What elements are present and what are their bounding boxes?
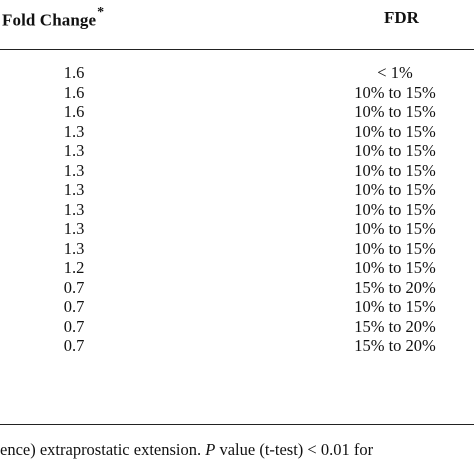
cell-fdr: 10% to 15% [354,102,436,121]
cell-fdr: 10% to 15% [354,297,436,316]
table-body: 1.6 < 1% 1.6 10% to 15% 1.6 10% to 15% 1.3 10% … [0,63,474,356]
table-row: 1.3 10% to 15% [0,180,474,200]
table-header: Fold Change* FDR [0,2,474,42]
cell-fold-change: 1.3 [63,238,85,258]
cell-fold-change: 1.3 [63,180,85,199]
cell-fold-change: 1.6 [63,82,85,102]
table-row: 1.6 10% to 15% [0,83,474,103]
cell-fold-change: 1.3 [63,121,85,141]
cell-fold-change: 0.7 [63,277,85,297]
cell-fold-change: 1.3 [63,219,85,238]
footnote-text-end: value (t-test) < 0.01 for [215,440,374,459]
cell-fold-change: 1.2 [63,258,85,277]
cell-fdr: 15% to 20% [354,336,436,355]
table-row: 1.3 10% to 15% [0,239,474,259]
table-row: 1.6 < 1% [0,63,474,83]
cell-fold-change: 0.7 [63,297,85,316]
table-row: 1.3 10% to 15% [0,122,474,142]
bottom-rule [0,424,474,425]
cell-fold-change: 1.3 [63,141,85,160]
cell-fdr: 10% to 15% [354,82,436,102]
cell-fold-change: 0.7 [63,336,85,355]
table-row: 1.6 10% to 15% [0,102,474,122]
table-row: 1.3 10% to 15% [0,200,474,220]
cell-fdr: 10% to 15% [354,121,436,141]
cell-fold-change: 0.7 [63,316,85,336]
footnote-text-start: ence) extraprostatic extension. [0,440,206,459]
table-row: 1.2 10% to 15% [0,258,474,278]
table-row: 0.7 15% to 20% [0,278,474,298]
header-fold-change-label: Fold Change [2,10,97,30]
cell-fdr: 10% to 15% [354,141,436,160]
footnote-italic-p: P [205,440,216,459]
cell-fold-change: 1.6 [63,102,85,121]
cell-fdr: 15% to 20% [354,277,436,297]
cell-fdr: 10% to 15% [354,180,436,199]
table-row: 1.3 10% to 15% [0,141,474,161]
header-fold-change-footnote-mark: * [97,5,105,20]
table-row: 1.3 10% to 15% [0,219,474,239]
cell-fdr: 10% to 15% [354,258,436,277]
table-footnote: ence) extraprostatic extension. P value … [0,440,373,460]
table-row: 0.7 15% to 20% [0,336,474,356]
cell-fdr: 10% to 15% [354,219,436,238]
cell-fdr: < 1% [377,63,413,82]
table-row: 1.3 10% to 15% [0,161,474,181]
table-row: 0.7 10% to 15% [0,297,474,317]
header-fold-change: Fold Change* [2,5,105,31]
header-fdr: FDR [384,8,419,27]
cell-fdr: 10% to 15% [354,199,436,219]
cell-fold-change: 1.3 [63,160,85,180]
cell-fdr: 10% to 15% [354,238,436,258]
cell-fdr: 10% to 15% [354,160,436,180]
cell-fold-change: 1.6 [63,63,85,82]
header-rule [0,49,474,50]
cell-fold-change: 1.3 [63,199,85,219]
cell-fdr: 15% to 20% [354,316,436,336]
table-row: 0.7 15% to 20% [0,317,474,337]
